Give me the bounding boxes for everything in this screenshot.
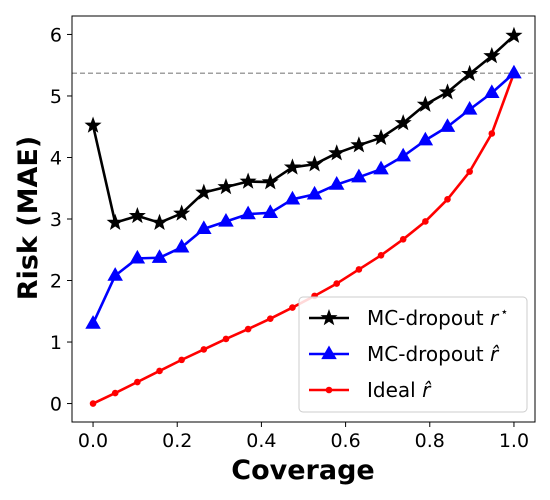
- series-3-point: [89, 400, 97, 407]
- series-3-point: [244, 325, 252, 333]
- legend-entry-1-label: MC-dropout r ⋆: [367, 305, 508, 330]
- x-tick-label: 0.6: [330, 430, 360, 452]
- series-1-point: [150, 213, 169, 230]
- series-2-point: [129, 249, 146, 264]
- series-2-point: [151, 249, 168, 263]
- x-tick-label: 1.0: [499, 430, 529, 452]
- series-3-point: [422, 218, 429, 225]
- series-2-point: [218, 212, 234, 227]
- series-2-point: [196, 220, 212, 234]
- y-tick-label: 5: [50, 86, 62, 108]
- series-2-point: [85, 315, 101, 329]
- series-1-point: [195, 183, 213, 200]
- legend-box: [298, 296, 528, 413]
- series-2-line: [91, 72, 515, 325]
- series-1-point: [350, 136, 368, 153]
- series-2-point: [262, 204, 279, 218]
- series-2-point: [306, 185, 323, 200]
- series-3-point: [488, 130, 496, 137]
- series-2-point: [328, 176, 345, 190]
- series-1-point: [505, 26, 523, 43]
- series-2-point: [173, 238, 190, 253]
- series-3-point: [156, 367, 163, 375]
- series-1-point: [306, 155, 324, 172]
- series-1-point: [483, 47, 501, 64]
- x-tick-label: 0.8: [415, 430, 445, 452]
- y-tick-label: 6: [50, 24, 62, 46]
- series-3-point: [333, 280, 341, 287]
- legend-entry-3-marker: [325, 386, 333, 394]
- series-2-point: [284, 190, 301, 205]
- y-axis-title: Risk (MAE): [13, 136, 44, 300]
- series-3-point: [399, 236, 407, 243]
- series-1-point: [438, 83, 457, 100]
- legend-entry-3-label: Ideal r̂: [367, 378, 432, 402]
- series-3-point: [266, 315, 274, 322]
- series-1-point: [394, 114, 412, 131]
- y-tick-label: 0: [50, 394, 62, 416]
- series-1-point: [261, 173, 279, 190]
- series-3-point: [222, 335, 230, 343]
- series-2-point: [461, 100, 478, 115]
- y-tick-label: 1: [50, 332, 62, 354]
- series-2-point: [439, 118, 456, 132]
- series-1-point: [84, 116, 102, 133]
- series-1-point: [128, 206, 146, 224]
- series-1-point: [173, 204, 191, 221]
- series-2-point: [373, 160, 389, 175]
- axes: 0.0 0.2 0.4 0.6 0.8 1.0 0 1 2 3 4 5 6: [50, 15, 536, 452]
- series-1-point: [372, 128, 390, 146]
- legend-entry-1-marker: [320, 309, 338, 326]
- legend-entry-2-marker: [321, 345, 337, 360]
- series-2-point: [395, 147, 411, 162]
- series-2-point: [107, 267, 123, 281]
- series-3-point: [200, 346, 208, 353]
- series-3-point: [466, 168, 473, 175]
- series-1-point: [106, 213, 124, 230]
- series-2-point: [417, 131, 434, 146]
- series-1-point: [328, 144, 346, 161]
- series-3-point: [444, 196, 451, 203]
- legend: MC-dropout r ⋆ MC-dropout r̂ Ideal r̂: [298, 296, 528, 413]
- series-3-point: [134, 378, 141, 386]
- x-tick-label: 0.4: [246, 430, 276, 452]
- x-tick-label: 0.2: [162, 430, 192, 452]
- series-1-point: [283, 158, 301, 175]
- y-tick-label: 2: [50, 271, 62, 293]
- series-2-point: [484, 84, 500, 99]
- y-tick-label: 4: [50, 147, 62, 169]
- series-1-point: [239, 172, 257, 189]
- x-tick-label: 0.0: [78, 430, 108, 452]
- series-3-point: [355, 266, 363, 273]
- series-3-point: [178, 356, 185, 364]
- series-2-point: [240, 205, 256, 220]
- series-3-point: [377, 251, 385, 259]
- series-3-point: [289, 304, 296, 311]
- series-1-point: [461, 64, 479, 82]
- series-1-point: [416, 95, 434, 112]
- x-axis-title: Coverage: [231, 455, 374, 486]
- series-1-point: [217, 178, 235, 195]
- series-2-point: [506, 64, 522, 79]
- series-2-point: [351, 168, 367, 183]
- legend-entry-2-label: MC-dropout r̂: [367, 342, 500, 366]
- series-3-point: [111, 389, 119, 397]
- y-tick-label: 3: [50, 209, 62, 231]
